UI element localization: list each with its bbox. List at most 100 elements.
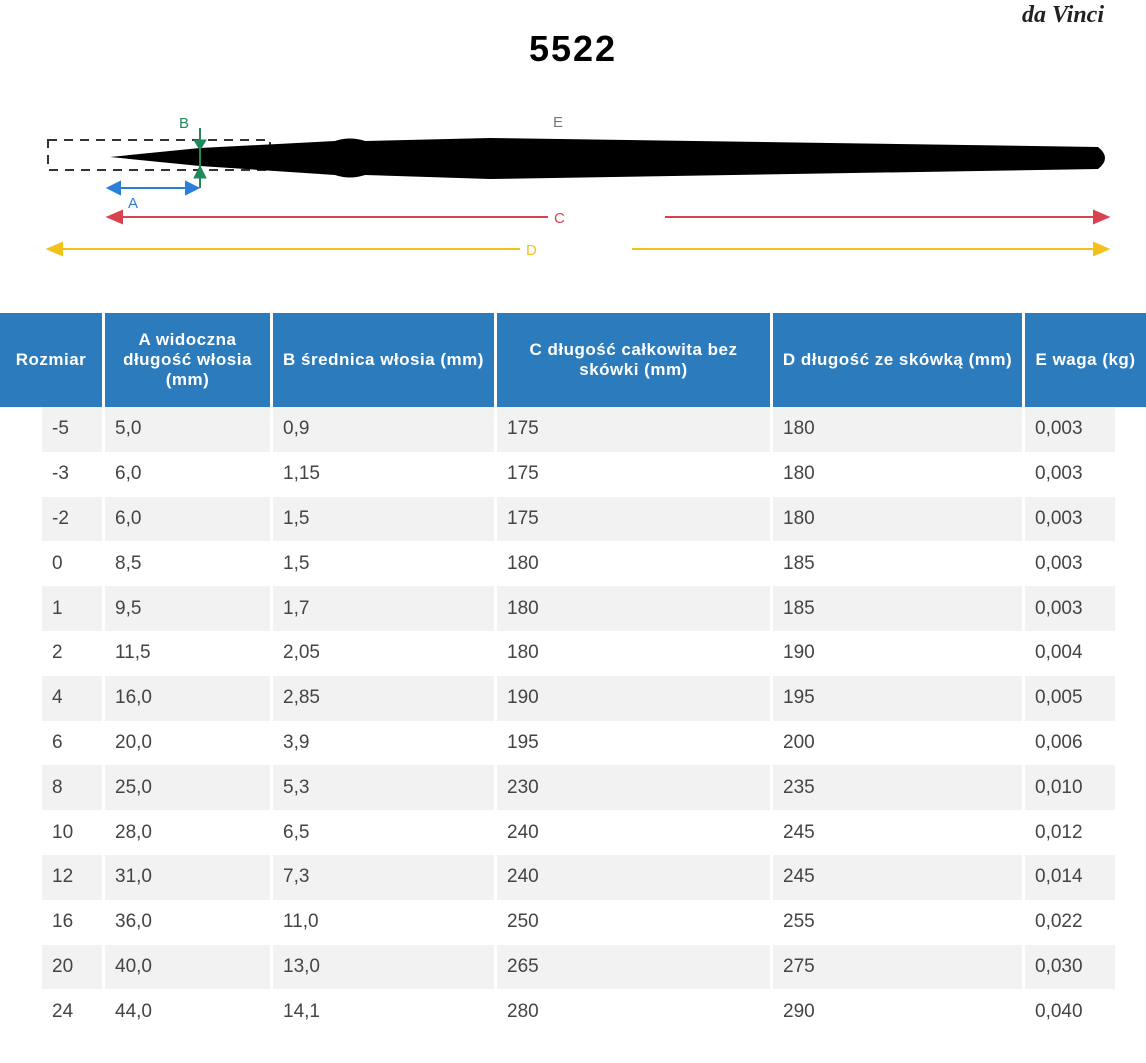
table-cell: 0,010 (1025, 765, 1115, 811)
table-cell: 0,004 (1025, 631, 1115, 676)
table-cell: 31,0 (105, 855, 270, 900)
table-cell: 0,003 (1025, 451, 1115, 497)
table-cell: -3 (42, 451, 102, 497)
table-cell: 36,0 (105, 899, 270, 945)
a-arrow (105, 180, 201, 196)
table-cell: 0,012 (1025, 810, 1115, 855)
table-cell: 0,003 (1025, 541, 1115, 587)
table-cell: 3,9 (273, 720, 494, 766)
header-cell: C długość całkowita bez skówki (mm) (497, 313, 770, 407)
table-cell: -2 (42, 496, 102, 542)
label-d: D (526, 242, 537, 259)
table-cell: 195 (497, 720, 770, 766)
table-cell: 11,0 (273, 899, 494, 945)
table-cell: 6,0 (105, 496, 270, 542)
table-cell: 24 (42, 989, 102, 1035)
table-cell: 175 (497, 496, 770, 542)
table-cell: 0,014 (1025, 855, 1115, 900)
brand: da Vinci (1021, 2, 1104, 28)
table-cell: 240 (497, 855, 770, 900)
table-cell: 20,0 (105, 720, 270, 766)
table-cell: 0,9 (273, 407, 494, 452)
brush-diagram: B A C D E (45, 114, 1111, 259)
table-cell: 6,5 (273, 810, 494, 855)
label-b: B (179, 115, 189, 132)
header-cell: A widoczna długość włosia (mm) (105, 313, 270, 407)
table-cell: 25,0 (105, 765, 270, 811)
table-cell: 6 (42, 720, 102, 766)
table-cell: 190 (497, 675, 770, 721)
table-cell: 13,0 (273, 944, 494, 990)
label-e: E (553, 114, 563, 131)
b-marker (193, 128, 207, 188)
table-cell: 2 (42, 631, 102, 676)
table-cell: 230 (497, 765, 770, 811)
table-cell: 0,003 (1025, 407, 1115, 452)
table-cell: 0,005 (1025, 675, 1115, 721)
header-cell: Rozmiar (0, 313, 102, 407)
table-cell: 40,0 (105, 944, 270, 990)
table-cell: 265 (497, 944, 770, 990)
table-cell: 0 (42, 541, 102, 587)
table-cell: 7,3 (273, 855, 494, 900)
label-a: A (128, 195, 138, 212)
table-cell: 245 (773, 855, 1022, 900)
table-cell: 180 (773, 407, 1022, 452)
table-cell: 0,040 (1025, 989, 1115, 1035)
table-cell: 1,5 (273, 496, 494, 542)
table-cell: 2,85 (273, 675, 494, 721)
table-cell: 0,003 (1025, 496, 1115, 542)
table-cell: 200 (773, 720, 1022, 766)
title: 5522 (528, 28, 618, 69)
table-cell: 0,022 (1025, 899, 1115, 945)
table-cell: 9,5 (105, 586, 270, 631)
table-cell: 180 (497, 586, 770, 631)
label-c: C (554, 210, 565, 227)
table-cell: 10 (42, 810, 102, 855)
brush (110, 138, 1105, 179)
table-cell: 275 (773, 944, 1022, 990)
table-cell: 6,0 (105, 451, 270, 497)
table-cell: 28,0 (105, 810, 270, 855)
table-cell: 175 (497, 407, 770, 452)
table-cell: 12 (42, 855, 102, 900)
table-cell: 240 (497, 810, 770, 855)
c-arrow (105, 209, 1111, 225)
header-cell: B średnica włosia (mm) (273, 313, 494, 407)
header-cell: D długość ze skówką (mm) (773, 313, 1022, 407)
table-cell: 5,3 (273, 765, 494, 811)
table-cell: 1,15 (273, 451, 494, 497)
table-cell: 2,05 (273, 631, 494, 676)
d-arrow (45, 241, 1111, 257)
header-cell: E waga (kg) (1025, 313, 1146, 407)
table-cell: 11,5 (105, 631, 270, 676)
table-cell: 0,006 (1025, 720, 1115, 766)
table-cell: 16,0 (105, 675, 270, 721)
table-cell: 8,5 (105, 541, 270, 587)
table-cell: 180 (497, 631, 770, 676)
table-cell: 175 (497, 451, 770, 497)
table-cell: 1,5 (273, 541, 494, 587)
table-cell: 0,030 (1025, 944, 1115, 990)
table-cell: 180 (773, 496, 1022, 542)
table-cell: 14,1 (273, 989, 494, 1035)
table-cell: 180 (773, 451, 1022, 497)
table-cell: 5,0 (105, 407, 270, 452)
table-cell: 195 (773, 675, 1022, 721)
table-cell: 0,003 (1025, 586, 1115, 631)
table-cell: -5 (42, 407, 102, 452)
table-cell: 280 (497, 989, 770, 1035)
table-cell: 245 (773, 810, 1022, 855)
table-cell: 8 (42, 765, 102, 811)
table-cell: 235 (773, 765, 1022, 811)
table-cell: 16 (42, 899, 102, 945)
table-cell: 255 (773, 899, 1022, 945)
table-cell: 190 (773, 631, 1022, 676)
table-cell: 1 (42, 586, 102, 631)
hair-box (47, 139, 271, 171)
table-cell: 180 (497, 541, 770, 587)
table-cell: 20 (42, 944, 102, 990)
table-cell: 250 (497, 899, 770, 945)
table-cell: 1,7 (273, 586, 494, 631)
